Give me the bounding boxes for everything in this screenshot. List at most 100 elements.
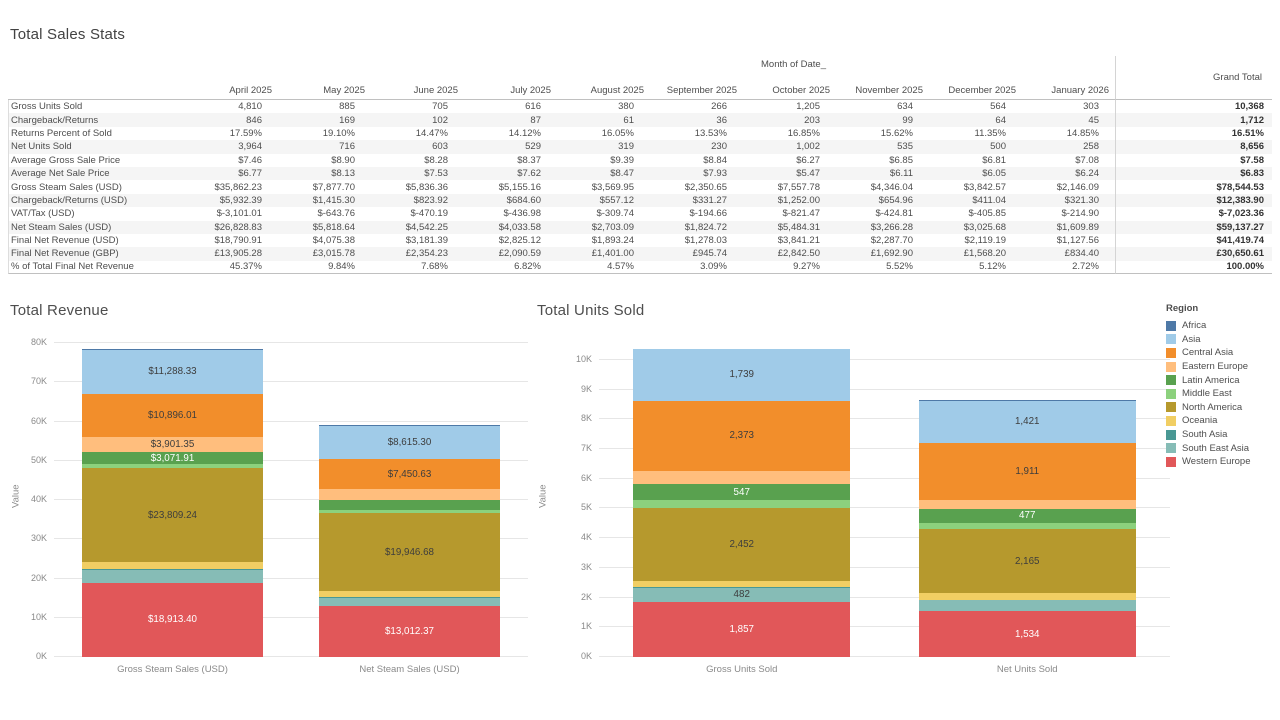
bar-segment-latin-america[interactable]: $3,071.91 xyxy=(82,452,263,465)
table-cell[interactable]: $8.28 xyxy=(424,154,448,166)
table-cell[interactable]: 319 xyxy=(557,140,650,154)
table-cell[interactable]: 7.68% xyxy=(371,261,464,275)
table-cell[interactable]: £834.40 xyxy=(1022,247,1115,261)
table-cell[interactable]: 9.84% xyxy=(278,261,371,275)
bar-segment-north-america[interactable]: 2,452 xyxy=(633,508,851,581)
table-cell[interactable]: 17.59% xyxy=(229,127,262,139)
bar-segment-eastern-europe[interactable] xyxy=(319,488,500,500)
table-cell[interactable]: 634 xyxy=(897,101,913,113)
row-label-chargeback-returns[interactable]: Chargeback/Returns xyxy=(8,113,185,127)
bar-segment-oceania[interactable] xyxy=(319,591,500,598)
table-cell[interactable]: $5,818.64 xyxy=(278,220,371,234)
table-cell[interactable]: $7.62 xyxy=(464,166,557,181)
bar-segment-eastern-europe[interactable]: $3,901.35 xyxy=(82,436,263,452)
table-cell[interactable]: 45 xyxy=(1022,113,1115,127)
row-label-net-steam-sales-usd-[interactable]: Net Steam Sales (USD) xyxy=(8,220,185,234)
table-cell[interactable]: 169 xyxy=(278,113,371,127)
table-cell[interactable]: $8.90 xyxy=(331,154,355,166)
table-cell[interactable]: $7.93 xyxy=(650,166,743,181)
table-cell[interactable]: 3,964 xyxy=(185,140,278,154)
table-cell[interactable]: $-470.19 xyxy=(410,208,448,220)
table-cell[interactable]: 14.12% xyxy=(508,127,541,139)
column-header-october-2025[interactable]: October 2025 xyxy=(743,72,836,100)
table-cell[interactable]: $7.53 xyxy=(371,166,464,181)
column-header-january-2026[interactable]: January 2026 xyxy=(1022,72,1115,100)
table-cell[interactable]: $6.11 xyxy=(836,166,929,181)
bar-segment-middle-east[interactable] xyxy=(918,522,1136,529)
bar-segment-latin-america[interactable]: 477 xyxy=(918,508,1136,523)
table-cell[interactable]: 266 xyxy=(711,101,727,113)
bar-segment-south-east-asia[interactable] xyxy=(82,570,263,583)
table-cell[interactable]: $8.47 xyxy=(557,166,650,181)
table-cell[interactable]: $321.30 xyxy=(1022,193,1115,208)
table-cell[interactable]: 2.72% xyxy=(1022,261,1115,275)
column-header-august-2025[interactable]: August 2025 xyxy=(557,72,650,100)
table-cell[interactable]: 846 xyxy=(185,113,278,127)
table-cell[interactable]: $1,127.56 xyxy=(1056,235,1099,247)
table-cell[interactable]: £3,015.78 xyxy=(278,247,371,261)
table-cell[interactable]: $-405.85 xyxy=(968,208,1006,220)
table-cell[interactable]: 230 xyxy=(650,140,743,154)
table-cell[interactable]: $7.46 xyxy=(238,154,262,166)
table-cell[interactable]: £2,090.59 xyxy=(464,247,557,261)
bar-segment-north-america[interactable]: 2,165 xyxy=(918,528,1136,594)
row-label-net-units-sold[interactable]: Net Units Sold xyxy=(8,140,185,154)
table-cell[interactable]: $4,033.58 xyxy=(464,220,557,234)
table-cell[interactable]: $6.27 xyxy=(796,154,820,166)
table-cell[interactable]: 5.12% xyxy=(929,261,1022,275)
table-cell[interactable]: 45.37% xyxy=(185,261,278,275)
bar-segment-central-asia[interactable]: $7,450.63 xyxy=(319,459,500,489)
table-cell[interactable]: £2,842.50 xyxy=(743,247,836,261)
table-cell[interactable]: $4,075.38 xyxy=(312,235,355,247)
table-cell[interactable]: $4,542.25 xyxy=(371,220,464,234)
x-category-label-gross-units-sold[interactable]: Gross Units Sold xyxy=(706,664,778,675)
table-cell[interactable]: $2,146.09 xyxy=(1056,181,1099,193)
bar-segment-asia[interactable]: 1,421 xyxy=(918,400,1136,443)
legend-item-central-asia[interactable]: Central Asia xyxy=(1166,346,1278,360)
row-label-gross-units-sold[interactable]: Gross Units Sold xyxy=(8,100,185,114)
bar-segment-middle-east[interactable] xyxy=(633,500,851,509)
table-cell[interactable]: £1,401.00 xyxy=(557,247,650,261)
bar-segment-central-asia[interactable]: $10,896.01 xyxy=(82,393,263,437)
row-label-gross-steam-sales-usd-[interactable]: Gross Steam Sales (USD) xyxy=(8,180,185,194)
table-cell[interactable]: 616 xyxy=(525,101,541,113)
table-cell[interactable]: $1,609.89 xyxy=(1022,220,1115,234)
bar-segment-south-asia[interactable] xyxy=(82,568,263,570)
table-cell[interactable]: £1,568.20 xyxy=(929,247,1022,261)
table-cell[interactable]: $3,841.21 xyxy=(777,235,820,247)
legend-item-middle-east[interactable]: Middle East xyxy=(1166,387,1278,401)
column-header-september-2025[interactable]: September 2025 xyxy=(650,72,743,100)
table-cell[interactable]: $411.04 xyxy=(929,193,1022,208)
table-cell[interactable]: 14.47% xyxy=(415,127,448,139)
table-cell[interactable]: $-821.47 xyxy=(782,208,820,220)
column-header-april-2025[interactable]: April 2025 xyxy=(185,72,278,100)
grand-total-cell[interactable]: 8,656 xyxy=(1115,140,1272,154)
table-cell[interactable]: 4,810 xyxy=(238,101,262,113)
grand-total-cell[interactable]: 1,712 xyxy=(1115,113,1272,127)
table-cell[interactable]: $2,825.12 xyxy=(498,235,541,247)
table-cell[interactable]: $9.39 xyxy=(610,154,634,166)
bar-segment-latin-america[interactable] xyxy=(319,499,500,511)
table-cell[interactable]: 9.27% xyxy=(743,261,836,275)
bar-segment-north-america[interactable]: $19,946.68 xyxy=(319,513,500,592)
table-cell[interactable]: £13,905.28 xyxy=(185,247,278,261)
row-label-final-net-revenue-usd-[interactable]: Final Net Revenue (USD) xyxy=(8,233,185,248)
row-label-returns-percent-of-sold[interactable]: Returns Percent of Sold xyxy=(8,126,185,141)
row-label-average-gross-sale-price[interactable]: Average Gross Sale Price xyxy=(8,153,185,167)
table-cell[interactable]: 705 xyxy=(432,101,448,113)
bar-segment-central-asia[interactable]: 1,911 xyxy=(918,442,1136,500)
bar-segment-asia[interactable]: 1,739 xyxy=(633,348,851,401)
legend-item-asia[interactable]: Asia xyxy=(1166,333,1278,347)
bar-segment-central-asia[interactable]: 2,373 xyxy=(633,400,851,472)
table-cell[interactable]: $5,155.16 xyxy=(498,181,541,193)
table-cell[interactable]: $823.92 xyxy=(371,193,464,208)
grand-total-cell[interactable]: $-7,023.36 xyxy=(1115,207,1272,221)
bar-segment-western-europe[interactable]: 1,534 xyxy=(918,611,1136,657)
table-cell[interactable]: 6.82% xyxy=(464,261,557,275)
table-cell[interactable]: 258 xyxy=(1022,140,1115,154)
bar-segment-western-europe[interactable]: $18,913.40 xyxy=(82,582,263,658)
column-header-june-2025[interactable]: June 2025 xyxy=(371,72,464,100)
table-cell[interactable]: $35,862.23 xyxy=(214,181,262,193)
table-cell[interactable]: 1,205 xyxy=(796,101,820,113)
table-cell[interactable]: $6.85 xyxy=(889,154,913,166)
